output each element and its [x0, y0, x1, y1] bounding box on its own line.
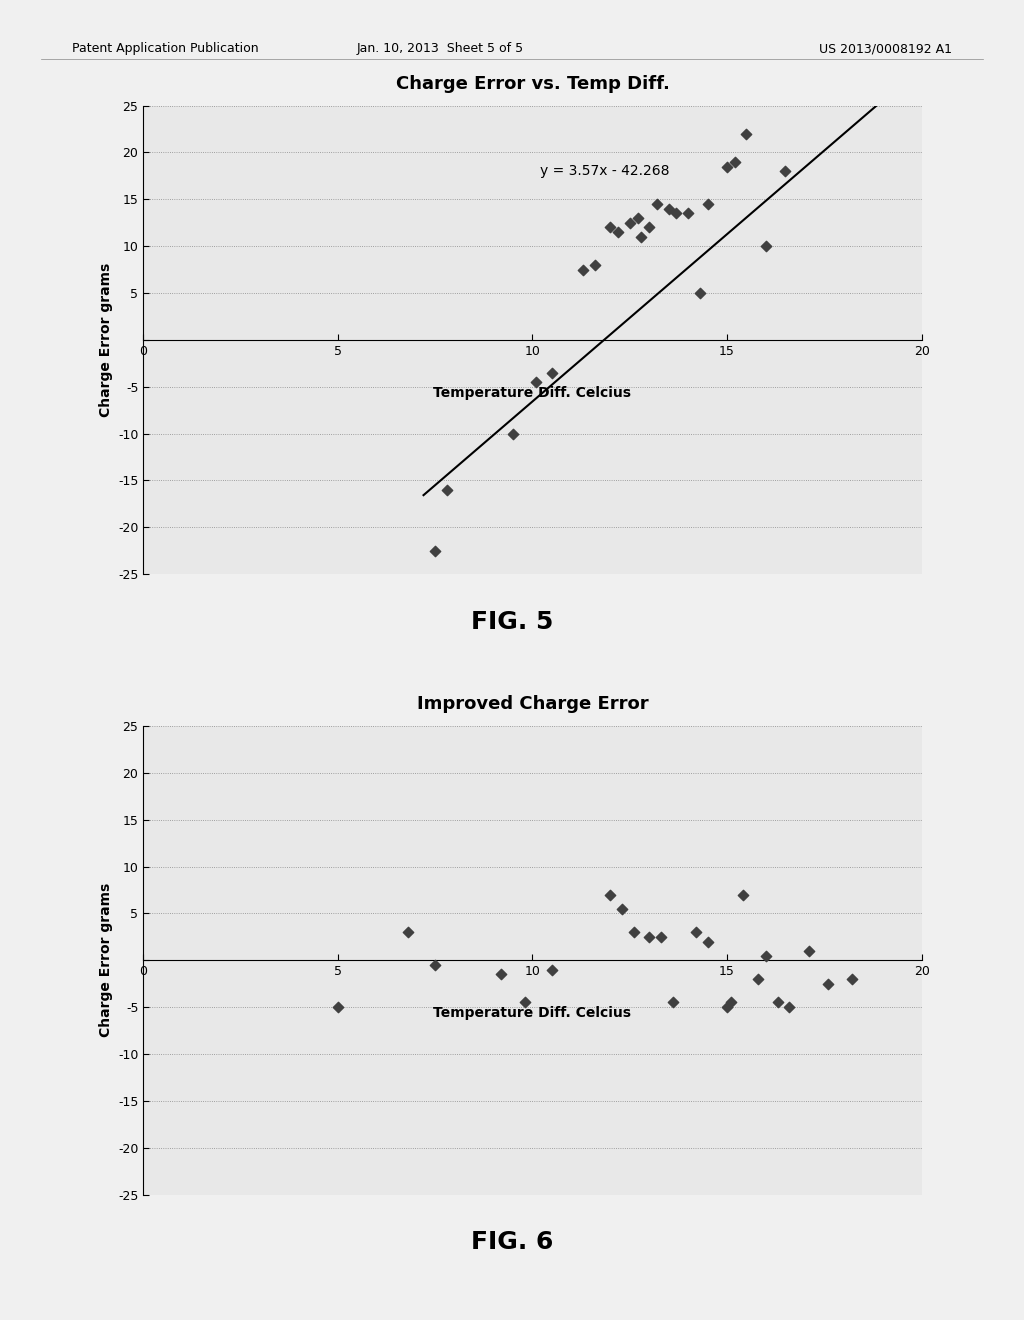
- Point: [691, 282, 708, 304]
- Point: [602, 216, 618, 238]
- Text: FIG. 5: FIG. 5: [471, 610, 553, 634]
- Point: [750, 969, 766, 990]
- Point: [777, 161, 794, 182]
- Point: [622, 213, 638, 234]
- Point: [723, 991, 739, 1012]
- Y-axis label: Charge Error grams: Charge Error grams: [98, 883, 113, 1038]
- Point: [844, 969, 860, 990]
- Point: [610, 222, 627, 243]
- Point: [626, 921, 642, 942]
- Point: [769, 991, 785, 1012]
- Point: [438, 479, 455, 500]
- Point: [649, 194, 666, 215]
- X-axis label: Temperature Diff. Celcius: Temperature Diff. Celcius: [433, 1006, 632, 1020]
- Point: [688, 921, 705, 942]
- Point: [516, 991, 532, 1012]
- Point: [641, 216, 657, 238]
- Point: [613, 898, 630, 919]
- X-axis label: Temperature Diff. Celcius: Temperature Diff. Celcius: [433, 385, 632, 400]
- Text: y = 3.57x - 42.268: y = 3.57x - 42.268: [541, 164, 670, 178]
- Text: Jan. 10, 2013  Sheet 5 of 5: Jan. 10, 2013 Sheet 5 of 5: [356, 42, 524, 55]
- Text: US 2013/0008192 A1: US 2013/0008192 A1: [819, 42, 952, 55]
- Point: [587, 255, 603, 276]
- Point: [399, 921, 416, 942]
- Point: [427, 954, 443, 975]
- Point: [660, 198, 677, 219]
- Point: [665, 991, 681, 1012]
- Text: FIG. 6: FIG. 6: [471, 1230, 553, 1254]
- Point: [727, 152, 743, 173]
- Point: [330, 997, 346, 1018]
- Point: [544, 362, 560, 383]
- Point: [528, 371, 545, 392]
- Point: [630, 207, 646, 228]
- Point: [758, 945, 774, 966]
- Point: [544, 960, 560, 981]
- Point: [669, 203, 685, 224]
- Point: [801, 940, 817, 961]
- Point: [719, 156, 735, 177]
- Point: [781, 997, 798, 1018]
- Point: [680, 203, 696, 224]
- Text: Patent Application Publication: Patent Application Publication: [72, 42, 258, 55]
- Point: [427, 540, 443, 561]
- Point: [641, 927, 657, 948]
- Title: Improved Charge Error: Improved Charge Error: [417, 696, 648, 713]
- Point: [820, 973, 837, 994]
- Point: [758, 235, 774, 256]
- Point: [699, 931, 716, 952]
- Point: [574, 259, 591, 280]
- Point: [699, 194, 716, 215]
- Point: [738, 123, 755, 144]
- Point: [633, 226, 649, 247]
- Y-axis label: Charge Error grams: Charge Error grams: [98, 263, 113, 417]
- Point: [719, 997, 735, 1018]
- Point: [734, 884, 751, 906]
- Point: [652, 927, 669, 948]
- Point: [505, 424, 521, 445]
- Title: Charge Error vs. Temp Diff.: Charge Error vs. Temp Diff.: [395, 75, 670, 92]
- Point: [602, 884, 618, 906]
- Point: [494, 964, 510, 985]
